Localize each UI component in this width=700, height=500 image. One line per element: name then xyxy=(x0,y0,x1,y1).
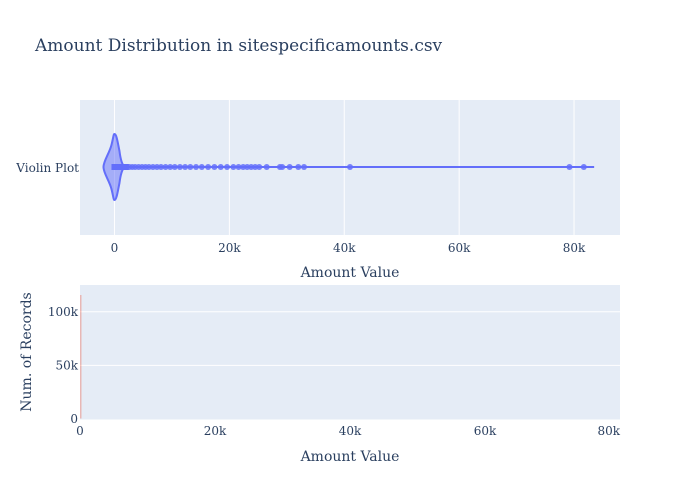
violin-outlier-point xyxy=(347,164,353,170)
violin-outlier-point xyxy=(182,164,189,170)
violin-outlier-point xyxy=(224,164,231,170)
histogram-gridlines xyxy=(80,311,620,366)
histogram-y-tick-label: 0 xyxy=(70,412,78,426)
violin-outlier-point xyxy=(205,164,212,170)
violin-outlier-point xyxy=(187,164,194,170)
violin-marks xyxy=(102,132,595,202)
violin-outlier-point xyxy=(167,164,174,170)
violin-outlier-point xyxy=(566,164,573,170)
violin-outlier-point xyxy=(211,164,218,170)
histogram-bar xyxy=(80,295,82,419)
histogram-plot-area xyxy=(80,285,620,419)
violin-outlier-point xyxy=(198,164,205,170)
histogram-y-tick-label: 50k xyxy=(55,358,78,372)
histogram-x-tick-label: 60k xyxy=(474,424,497,438)
histogram-x-tick-label: 80k xyxy=(597,424,620,438)
violin-outlier-point xyxy=(295,164,302,170)
histogram-bars xyxy=(80,295,620,420)
violin-outlier-point xyxy=(193,164,200,170)
violin-outlier-point xyxy=(230,164,237,170)
violin-outlier-point xyxy=(301,164,308,170)
violin-outlier-point xyxy=(286,164,293,170)
violin-x-tick-label: 60k xyxy=(448,241,471,255)
violin-category-label: Violin Plot xyxy=(15,161,79,175)
violin-outlier-point xyxy=(580,164,587,170)
histogram-x-tick-labels: 0 20k 40k 60k 80k xyxy=(76,424,621,438)
violin-x-axis-title: Amount Value xyxy=(300,265,400,281)
violin-x-tick-label: 20k xyxy=(218,241,241,255)
histogram-y-axis-title: Num. of Records xyxy=(19,292,35,411)
histogram-x-tick-label: 20k xyxy=(204,424,227,438)
violin-x-tick-label: 40k xyxy=(333,241,356,255)
chart-title: Amount Distribution in sitespecificamoun… xyxy=(34,36,443,56)
histogram-y-tick-label: 100k xyxy=(48,305,79,319)
violin-x-tick-label: 80k xyxy=(563,241,586,255)
violin-outlier-point xyxy=(256,164,263,170)
violin-outlier-point xyxy=(217,164,224,170)
histogram-y-tick-labels: 0 50k 100k xyxy=(48,305,79,426)
violin-outlier-point xyxy=(158,164,164,170)
violin-outlier-point xyxy=(171,164,178,170)
violin-x-tick-labels: 0 20k 40k 60k 80k xyxy=(111,241,586,255)
violin-outlier-point xyxy=(235,164,242,170)
violin-outlier-point xyxy=(263,164,270,170)
histogram-x-tick-label: 0 xyxy=(76,424,84,438)
violin-outlier-point xyxy=(162,164,169,170)
histogram-x-tick-label: 40k xyxy=(339,424,362,438)
violin-outlier-point xyxy=(279,164,286,170)
violin-outlier-point xyxy=(176,164,183,170)
violin-x-tick-label: 0 xyxy=(111,241,119,255)
histogram-x-axis-title: Amount Value xyxy=(300,449,400,465)
